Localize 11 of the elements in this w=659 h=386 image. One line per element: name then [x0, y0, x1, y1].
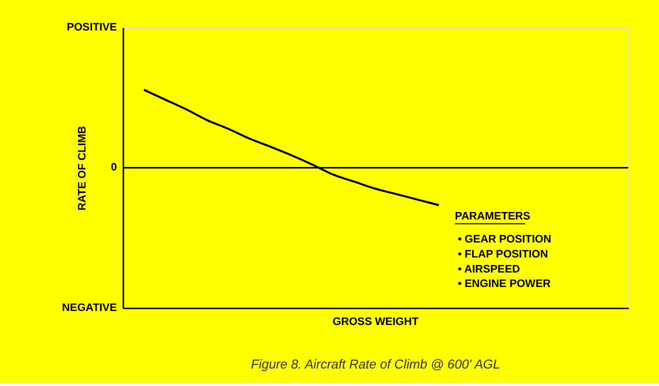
- text: PARAMETERS: [454, 210, 530, 223]
- text: • FLAP POSITION: [458, 248, 548, 260]
- text: POSITIVE: [66, 21, 117, 34]
- text: Figure 8. Aircraft Rate of Climb @ 600' AGL: [250, 356, 500, 372]
- text: • ENGINE POWER: [458, 278, 551, 290]
- text: NEGATIVE: [62, 302, 117, 314]
- text: 0: [110, 162, 117, 174]
- text: GROSS WEIGHT: [332, 316, 419, 328]
- y-axis-title: RATE OF CLIMB: [76, 126, 89, 210]
- text: • GEAR POSITION: [458, 234, 552, 246]
- text: • AIRSPEED: [458, 263, 520, 276]
